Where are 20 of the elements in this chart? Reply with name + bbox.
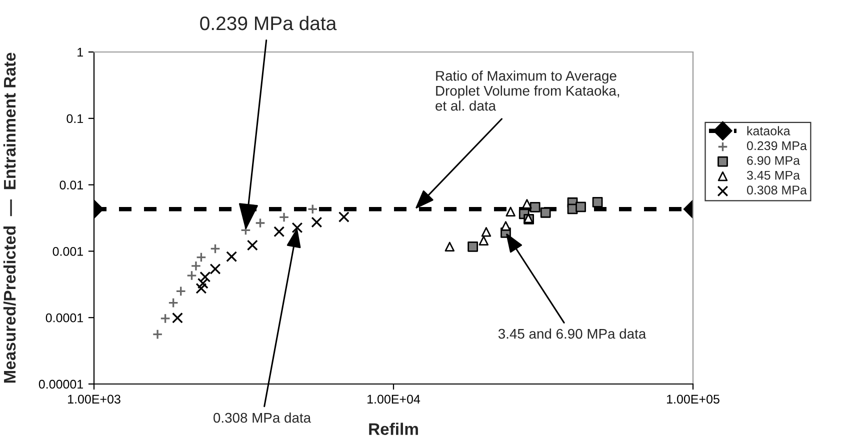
legend-label: kataoka	[747, 126, 790, 136]
x-axis-title: Refilm	[369, 422, 418, 435]
y-tick-label: 0.1	[66, 114, 83, 124]
annotation: 0.239 MPa data	[200, 16, 337, 30]
legend-label: 0.308 MPa	[746, 186, 807, 194]
y-tick-label: 0.0001	[46, 313, 83, 322]
y-tick-label: 0.001	[52, 247, 83, 256]
y-tick-label: 1	[78, 48, 83, 57]
y-tick-label: 0.00001	[38, 380, 83, 389]
y-axis-title: Measured/Predicted — Entrainment Rate	[3, 52, 16, 383]
x-tick-label: 1.00E+03	[68, 394, 120, 404]
x-tick-label: 1.00E+04	[368, 394, 420, 404]
x-tick-label: 1.00E+05	[667, 394, 720, 404]
legend-label: 6.90 MPa	[747, 156, 800, 165]
legend-label: 0.239 MPa	[746, 141, 807, 150]
legend-label: 3.45 MPa	[746, 170, 800, 180]
annotation: Ratio of Maximum to Average Droplet Volume from Kataoka, et al. data	[436, 70, 620, 111]
annotation: 3.45 and 6.90 MPa data	[498, 328, 646, 339]
y-tick-label: 0.01	[60, 180, 83, 190]
annotation: 0.308 MPa data	[214, 412, 312, 423]
